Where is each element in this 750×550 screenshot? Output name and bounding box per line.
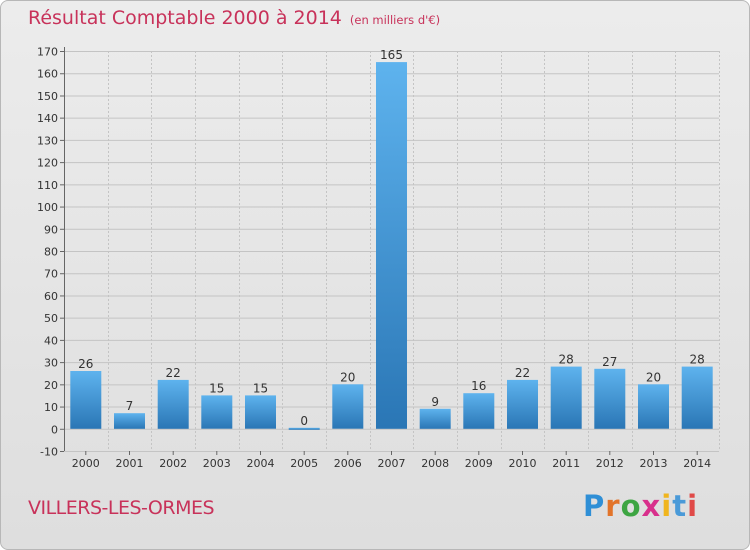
y-tick-label: 90 (44, 223, 58, 236)
x-tick-label-2014: 2014 (683, 457, 711, 470)
bar-2003 (201, 395, 233, 429)
y-tick-label: 70 (44, 268, 58, 281)
y-tick-label: 100 (37, 201, 58, 214)
data-label-2003: 15 (209, 381, 224, 395)
bar-2013 (638, 384, 669, 429)
x-tick-label-2013: 2013 (640, 457, 668, 470)
logo-letter: o (620, 489, 642, 523)
x-tick-label-2012: 2012 (596, 457, 624, 470)
x-tick-label-2004: 2004 (247, 457, 275, 470)
logo-letter: r (605, 489, 621, 523)
logo-letter: x (641, 489, 662, 523)
data-label-2008: 9 (431, 395, 439, 409)
chart-title: Résultat Comptable 2000 à 2014 (en millie… (28, 7, 440, 29)
x-tick-label-2001: 2001 (116, 457, 144, 470)
x-tick-label-2011: 2011 (552, 457, 580, 470)
y-tick-label: 60 (44, 290, 58, 303)
y-tick-label: 40 (44, 334, 58, 347)
y-tick-label: 20 (44, 379, 58, 392)
bar-2004 (245, 395, 276, 429)
bar-2011 (550, 366, 582, 429)
y-tick-label: 160 (37, 68, 58, 81)
bar-2000 (70, 371, 102, 429)
y-tick-label: 30 (44, 357, 58, 370)
y-tick-label: -10 (40, 446, 58, 459)
bar-2007 (376, 62, 407, 429)
bar-2012 (594, 368, 626, 429)
x-tick-label-2009: 2009 (465, 457, 493, 470)
x-tick-label-2002: 2002 (159, 457, 187, 470)
chart-title-unit: (en milliers d'€) (349, 13, 441, 27)
data-label-2002: 22 (166, 366, 181, 380)
y-tick-label: 150 (37, 90, 58, 103)
bar-2009 (463, 393, 495, 429)
bar-2014 (681, 366, 713, 429)
data-label-2006: 20 (340, 370, 355, 384)
y-tick-label: 50 (44, 312, 58, 325)
y-tick-label: 0 (51, 423, 58, 436)
data-label-2014: 28 (690, 353, 705, 367)
bar-2008 (419, 408, 451, 429)
data-label-2000: 26 (78, 357, 93, 371)
y-tick-label: 10 (44, 401, 58, 414)
data-label-2005: 0 (300, 414, 308, 428)
bar-2006 (332, 384, 364, 429)
data-label-2009: 16 (471, 379, 486, 393)
x-tick-label-2008: 2008 (421, 457, 449, 470)
data-label-2012: 27 (602, 355, 617, 369)
x-tick-label-2007: 2007 (378, 457, 406, 470)
y-tick-label: 80 (44, 246, 58, 259)
y-tick-label: 140 (37, 112, 58, 125)
bar-2005 (288, 427, 320, 430)
data-label-2007: 165 (380, 48, 403, 62)
logo-letter: i (687, 489, 699, 523)
proxiti-logo: Proxiti (583, 489, 698, 523)
data-label-2010: 22 (515, 366, 530, 380)
x-tick-label-2010: 2010 (509, 457, 537, 470)
commune-name: VILLERS-LES-ORMES (28, 497, 215, 519)
x-tick-label-2006: 2006 (334, 457, 362, 470)
y-tick-label: 130 (37, 134, 58, 147)
data-label-2011: 28 (559, 353, 574, 367)
x-tick-label-2003: 2003 (203, 457, 231, 470)
bar-2010 (507, 379, 538, 429)
logo-letter: t (672, 489, 688, 523)
data-label-2001: 7 (126, 399, 134, 413)
logo-letter: P (583, 489, 606, 523)
x-tick-label-2000: 2000 (72, 457, 100, 470)
y-tick-label: 110 (37, 179, 58, 192)
y-tick-label: 120 (37, 157, 58, 170)
logo-letter: i (661, 489, 673, 523)
data-label-2004: 15 (253, 381, 268, 395)
y-tick-label: 170 (37, 46, 58, 59)
x-tick-label-2005: 2005 (290, 457, 318, 470)
bar-2002 (157, 379, 189, 429)
data-label-2013: 20 (646, 370, 661, 384)
bar-2001 (114, 413, 145, 429)
chart-title-main: Résultat Comptable 2000 à 2014 (28, 7, 342, 29)
